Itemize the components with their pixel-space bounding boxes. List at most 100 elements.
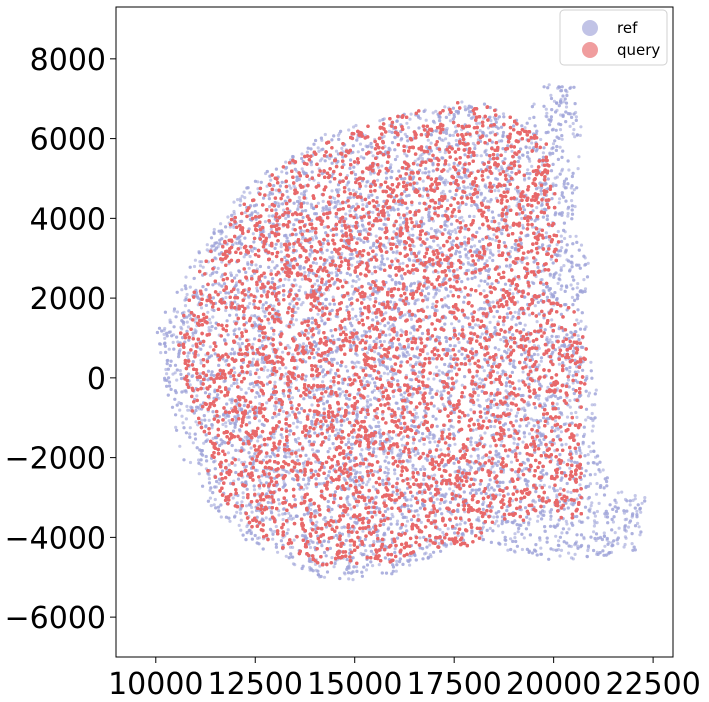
point-ref [586,415,590,419]
point-ref [558,554,562,558]
point-ref [531,499,535,503]
point-ref [348,503,352,507]
point-ref [490,237,495,241]
point-ref [564,442,568,446]
point-ref [450,322,454,326]
point-ref [628,503,632,507]
point-ref [286,528,290,532]
point-ref [385,210,390,214]
point-ref [368,398,372,402]
point-ref [320,157,324,161]
point-ref [302,229,306,233]
point-ref [398,216,402,220]
point-ref [531,225,535,229]
point-ref [409,112,413,116]
point-ref [178,444,182,448]
point-ref [299,303,303,307]
point-ref [226,451,230,455]
point-ref [284,554,288,558]
point-ref [316,201,320,205]
point-ref [291,245,295,249]
point-ref [435,497,439,501]
point-ref [356,150,360,154]
point-ref [163,326,167,331]
point-ref [377,563,381,567]
point-ref [488,444,493,448]
point-ref [544,231,549,235]
point-ref [457,340,461,345]
point-ref [284,216,288,221]
point-ref [576,334,580,338]
point-ref [274,396,278,401]
point-ref [586,394,591,398]
point-ref [249,446,253,450]
point-ref [216,266,220,270]
point-ref [441,138,445,142]
point-ref [284,372,288,376]
point-ref [452,278,456,282]
point-ref [469,116,473,120]
point-ref [519,407,524,411]
point-ref [504,389,508,393]
point-ref [413,159,417,163]
point-ref [517,312,521,316]
point-ref [436,270,440,274]
point-ref [635,509,639,513]
point-ref [298,285,302,289]
point-ref [458,203,462,207]
point-ref [416,375,420,379]
point-ref [559,548,564,553]
point-ref [364,568,369,572]
point-ref [575,286,579,290]
point-ref [273,373,277,377]
point-ref [549,93,553,97]
point-ref [400,443,404,447]
point-ref [448,167,452,171]
point-ref [300,152,304,156]
point-ref [411,271,415,275]
point-ref [506,548,510,552]
point-ref [330,360,334,364]
point-ref [497,189,501,193]
point-ref [498,493,502,497]
point-ref [412,244,416,248]
point-ref [321,380,325,384]
point-ref [545,111,549,115]
point-ref [340,146,344,150]
point-ref [227,463,231,467]
point-ref [551,142,556,146]
point-ref [212,308,216,312]
point-ref [205,243,209,247]
point-ref [207,477,211,481]
point-ref [564,519,568,524]
point-ref [355,318,359,322]
point-ref [186,354,190,358]
point-ref [576,167,580,171]
point-ref [355,410,359,414]
point-ref [248,191,252,195]
point-ref [566,214,570,218]
point-ref [332,565,336,569]
point-ref [486,199,490,203]
point-ref [365,483,369,487]
point-ref [594,492,599,496]
point-ref [380,164,384,168]
point-ref [374,234,378,238]
point-ref [392,394,396,399]
point-ref [348,397,352,401]
point-ref [572,128,576,132]
point-ref [337,188,341,192]
point-ref [269,178,273,182]
point-ref [295,454,299,458]
point-ref [443,105,447,109]
point-ref [373,360,377,364]
point-ref [257,375,261,379]
point-ref [165,372,169,376]
point-ref [360,198,364,203]
point-ref [260,339,264,343]
point-ref [354,123,358,128]
point-ref [329,515,334,519]
point-ref [224,308,228,313]
point-ref [408,563,412,567]
point-ref [564,105,569,109]
